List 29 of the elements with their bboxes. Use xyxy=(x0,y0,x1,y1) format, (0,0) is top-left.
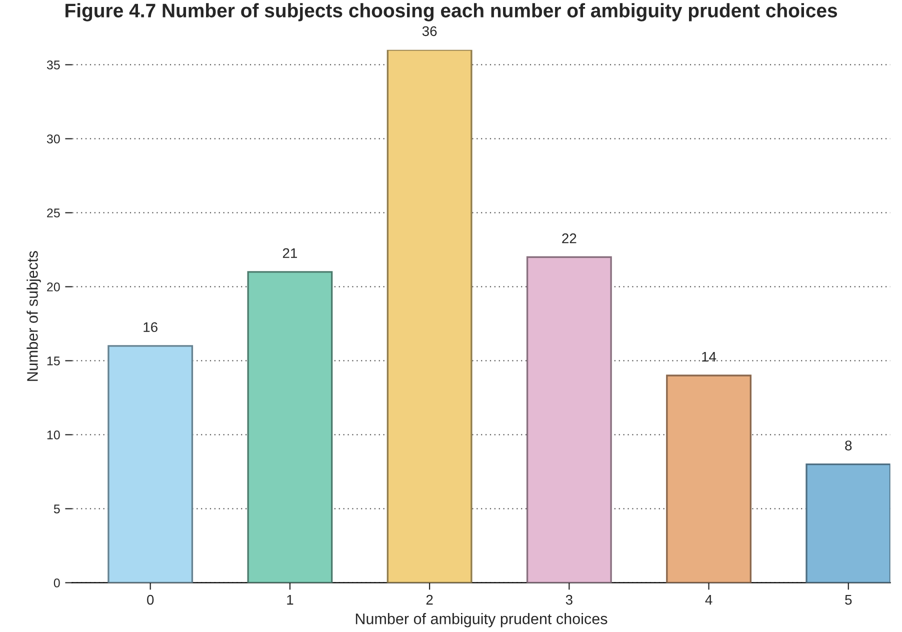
bar xyxy=(247,271,333,583)
data-label: 14 xyxy=(702,352,716,362)
data-label: 22 xyxy=(562,233,576,244)
x-tick-label: 4 xyxy=(705,595,712,605)
x-tick-label: 2 xyxy=(426,594,433,605)
y-axis-title: Number of subjects xyxy=(26,251,41,381)
bar xyxy=(666,374,752,583)
x-tick-label: 1 xyxy=(287,595,294,605)
x-tick-label: 5 xyxy=(845,595,852,605)
y-tick-label: 10 xyxy=(47,430,60,440)
data-label: 21 xyxy=(282,248,297,258)
bar xyxy=(108,345,194,583)
y-tick-label: 30 xyxy=(46,134,60,144)
data-label: 36 xyxy=(422,26,437,36)
y-tick-label: 5 xyxy=(54,504,60,514)
data-label: 16 xyxy=(144,322,158,332)
data-label: 8 xyxy=(845,440,852,450)
x-axis-title: Number of ambiguity prudent choices xyxy=(356,613,608,628)
x-tick-label: 0 xyxy=(147,594,154,605)
y-tick-label: 20 xyxy=(47,282,60,292)
chart-title: Figure 4.7 Number of subjects choosing each number of ambiguity prudent choices xyxy=(66,3,838,22)
y-tick-label: 0 xyxy=(54,578,60,588)
bar xyxy=(526,256,612,583)
bar xyxy=(386,50,472,583)
bar xyxy=(806,463,890,583)
x-tick-label: 3 xyxy=(566,594,572,605)
y-tick-label: 15 xyxy=(47,356,60,366)
y-tick-label: 25 xyxy=(47,208,60,218)
y-tick-label: 35 xyxy=(46,60,60,70)
